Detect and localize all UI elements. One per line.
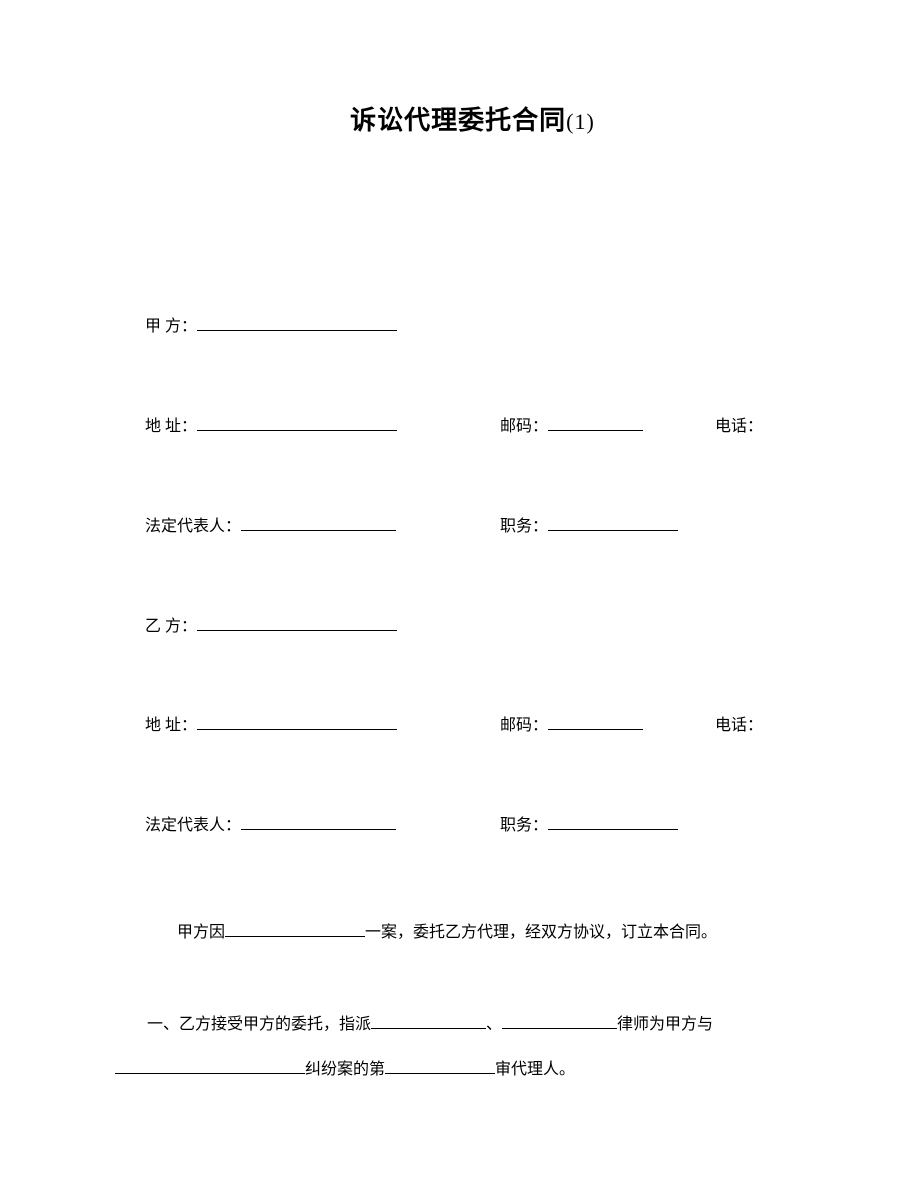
p2-line1-prefix: 一、乙方接受甲方的委托，指派 xyxy=(147,1016,371,1033)
party-a-row: 甲 方： xyxy=(145,312,800,340)
p2-line2-prefix: 与 xyxy=(697,1016,713,1033)
paragraph-1: 甲方因 一案，委托乙方代理，经双方协议，订立本合同。 xyxy=(145,911,800,956)
phone-a-label: 电话： xyxy=(715,414,763,440)
position-a-label: 职务： xyxy=(500,514,548,540)
party-a-blank xyxy=(197,312,397,331)
title-main: 诉讼代理委托合同 xyxy=(350,106,566,135)
p2-separator: 、 xyxy=(486,1016,502,1033)
postcode-b-blank xyxy=(548,711,643,730)
address-b-label: 地 址： xyxy=(145,713,197,739)
legal-rep-b-row: 法定代表人： 职务： xyxy=(145,811,800,839)
legal-rep-a-row: 法定代表人： 职务： xyxy=(145,512,800,540)
p1-blank1 xyxy=(225,936,365,937)
postcode-a-blank xyxy=(548,412,643,431)
position-b-blank xyxy=(548,811,678,830)
title-suffix: (1) xyxy=(566,109,595,134)
address-b-blank xyxy=(197,711,397,730)
p2-blank2 xyxy=(502,1028,617,1029)
document-title: 诉讼代理委托合同(1) xyxy=(145,100,800,137)
legal-rep-a-blank xyxy=(241,512,396,531)
legal-rep-a-label: 法定代表人： xyxy=(145,514,241,540)
party-b-row: 乙 方： xyxy=(145,611,800,639)
p1-prefix: 甲方因 xyxy=(177,924,225,941)
party-b-blank xyxy=(197,611,397,630)
p2-line2-suffix: 审代理人。 xyxy=(495,1061,575,1078)
party-b-label: 乙 方： xyxy=(145,614,197,640)
p2-blank3 xyxy=(115,1073,305,1074)
p2-blank1 xyxy=(371,1028,486,1029)
p2-line1-suffix: 律师为甲方 xyxy=(617,1016,697,1033)
address-b-row: 地 址： 邮码： 电话： xyxy=(145,711,800,739)
p2-blank4 xyxy=(385,1073,495,1074)
p1-suffix: 一案，委托乙方代理，经双方协议，订立本合同。 xyxy=(365,924,717,941)
party-a-label: 甲 方： xyxy=(145,314,197,340)
postcode-b-label: 邮码： xyxy=(500,713,548,739)
legal-rep-b-label: 法定代表人： xyxy=(145,813,241,839)
address-a-label: 地 址： xyxy=(145,414,197,440)
position-a-blank xyxy=(548,512,678,531)
phone-b-label: 电话： xyxy=(715,713,763,739)
p2-line2-mid: 纠纷案的第 xyxy=(305,1061,385,1078)
legal-rep-b-blank xyxy=(241,811,396,830)
address-a-blank xyxy=(197,412,397,431)
position-b-label: 职务： xyxy=(500,813,548,839)
address-a-row: 地 址： 邮码： 电话： xyxy=(145,412,800,440)
paragraph-2: 一、乙方接受甲方的委托，指派 、 律师为甲方与纠纷案的第 审代理人。 xyxy=(115,1003,800,1093)
postcode-a-label: 邮码： xyxy=(500,414,548,440)
